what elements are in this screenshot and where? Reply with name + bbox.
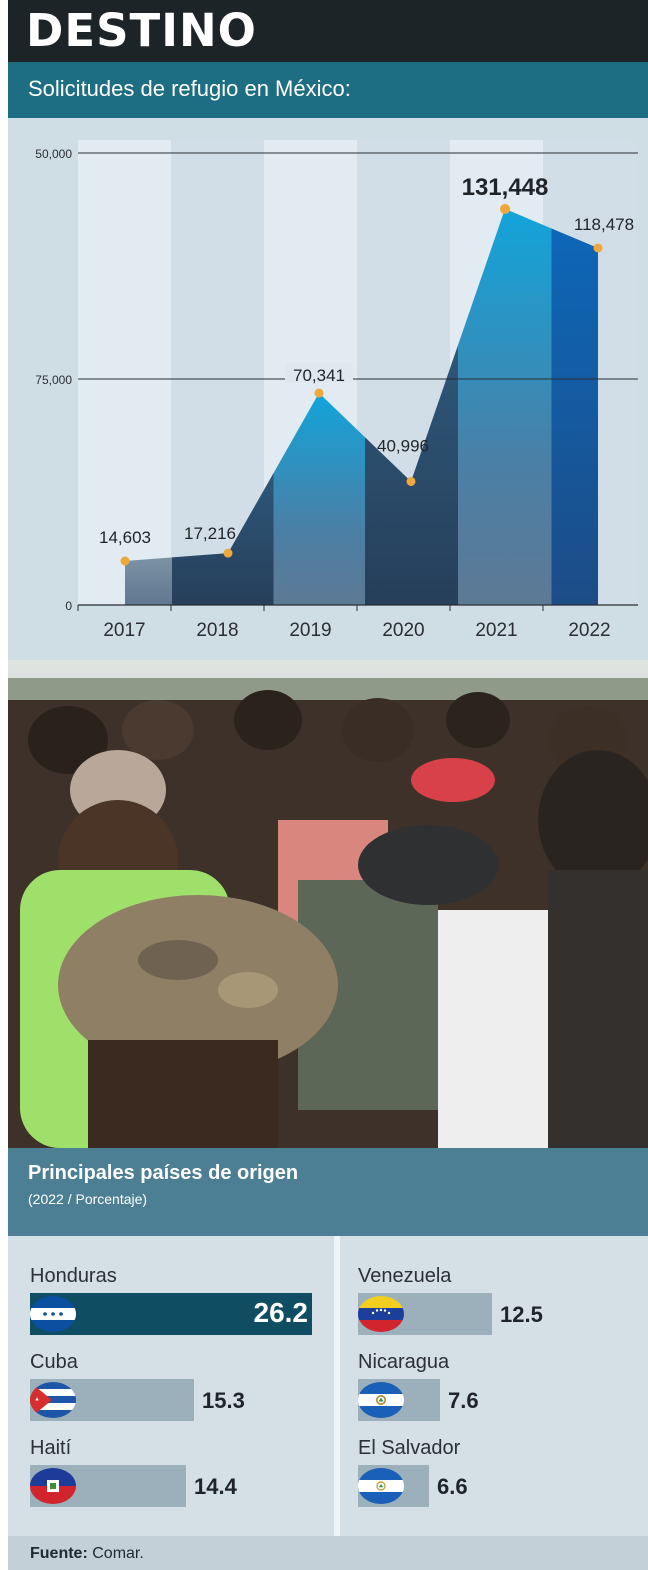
area-segment-2018 — [172, 473, 274, 605]
data-point-2020 — [406, 476, 416, 486]
area-segment-2022 — [551, 228, 598, 605]
infographic: DESTINO Solicitudes de refugio en México… — [8, 0, 648, 1570]
nicaragua-flag-icon — [358, 1382, 404, 1418]
subtitle-bar: Solicitudes de refugio en México: — [8, 62, 648, 118]
origins-list: Honduras 26.2 Cuba 15.3 Haití 14.4 Venez… — [8, 1236, 648, 1536]
data-point-2021 — [500, 203, 510, 214]
title-bar: DESTINO — [8, 0, 648, 62]
area-chart: 0 75,000 50,000 2017 2018 2019 2020 2021 2022 14… — [35, 140, 638, 641]
source-label: Fuente: — [30, 1545, 88, 1562]
honduras-flag-icon — [30, 1296, 76, 1332]
x-tick-label-2021: 2021 — [475, 620, 517, 641]
origin-name-el-salvador: El Salvador — [358, 1437, 461, 1459]
origin-value-honduras: 26.2 — [253, 1297, 309, 1328]
data-point-2022 — [593, 243, 603, 253]
el-salvador-flag-icon — [358, 1468, 404, 1504]
data-point-2018 — [223, 548, 233, 558]
area-segment-2021 — [458, 208, 552, 605]
column-band-2017 — [78, 140, 171, 605]
origin-value-nicaragua: 7.6 — [448, 1388, 479, 1413]
y-tick-label: 75,000 — [35, 373, 72, 387]
x-tick-label-2018: 2018 — [196, 620, 238, 641]
source-note: Fuente: Comar. — [30, 1545, 144, 1563]
photo-crowd-icon — [8, 660, 648, 1148]
origin-name-honduras: Honduras — [30, 1265, 117, 1287]
area-segment-2019 — [273, 393, 365, 605]
origin-value-venezuela: 12.5 — [500, 1302, 543, 1327]
data-label-2019: 70,341 — [293, 366, 345, 385]
data-label-2020: 40,996 — [377, 436, 429, 455]
data-point-2017 — [120, 556, 130, 566]
origin-bar-honduras — [30, 1293, 312, 1335]
y-tick-label: 0 — [65, 599, 72, 613]
x-tick-label-2022: 2022 — [568, 620, 610, 641]
crowd-photo — [8, 660, 648, 1148]
origin-name-cuba: Cuba — [30, 1351, 78, 1373]
data-label-2017: 14,603 — [99, 528, 151, 547]
venezuela-flag-icon — [358, 1296, 404, 1332]
y-tick-label: 50,000 — [35, 147, 72, 161]
origins-subtitle: (2022 / Porcentaje) — [28, 1191, 148, 1207]
label-bg-2019 — [285, 363, 353, 384]
origin-value-haiti: 14.4 — [194, 1474, 237, 1499]
data-label-2021: 131,448 — [462, 174, 549, 201]
cuba-flag-icon — [30, 1382, 76, 1418]
column-divider — [334, 1236, 340, 1536]
page-title: DESTINO — [26, 4, 257, 57]
x-tick-label-2017: 2017 — [103, 620, 145, 641]
chart-panel: 0 75,000 50,000 2017 2018 2019 2020 2021 2022 14… — [8, 118, 648, 660]
origin-name-haiti: Haití — [30, 1437, 72, 1459]
source-text: Comar. — [92, 1545, 144, 1562]
origin-name-venezuela: Venezuela — [358, 1265, 452, 1287]
haiti-flag-icon — [30, 1468, 76, 1504]
data-label-2018: 17,216 — [184, 524, 236, 543]
footer: Fuente: Comar. — [8, 1536, 648, 1570]
origin-value-el-salvador: 6.6 — [437, 1474, 468, 1499]
area-segment-2017 — [125, 557, 172, 605]
origins-title: Principales países de origen — [28, 1162, 299, 1184]
x-tick-label-2019: 2019 — [289, 620, 331, 641]
data-label-2022: 118,478 — [574, 215, 634, 234]
x-tick-label-2020: 2020 — [382, 620, 424, 641]
origins-header: Principales países de origen (2022 / Por… — [8, 1148, 648, 1236]
data-point-2019 — [314, 388, 324, 398]
origin-name-nicaragua: Nicaragua — [358, 1351, 450, 1373]
area-segment-2020 — [365, 345, 458, 605]
chart-title: Solicitudes de refugio en México: — [28, 76, 351, 101]
origin-value-cuba: 15.3 — [202, 1388, 245, 1413]
